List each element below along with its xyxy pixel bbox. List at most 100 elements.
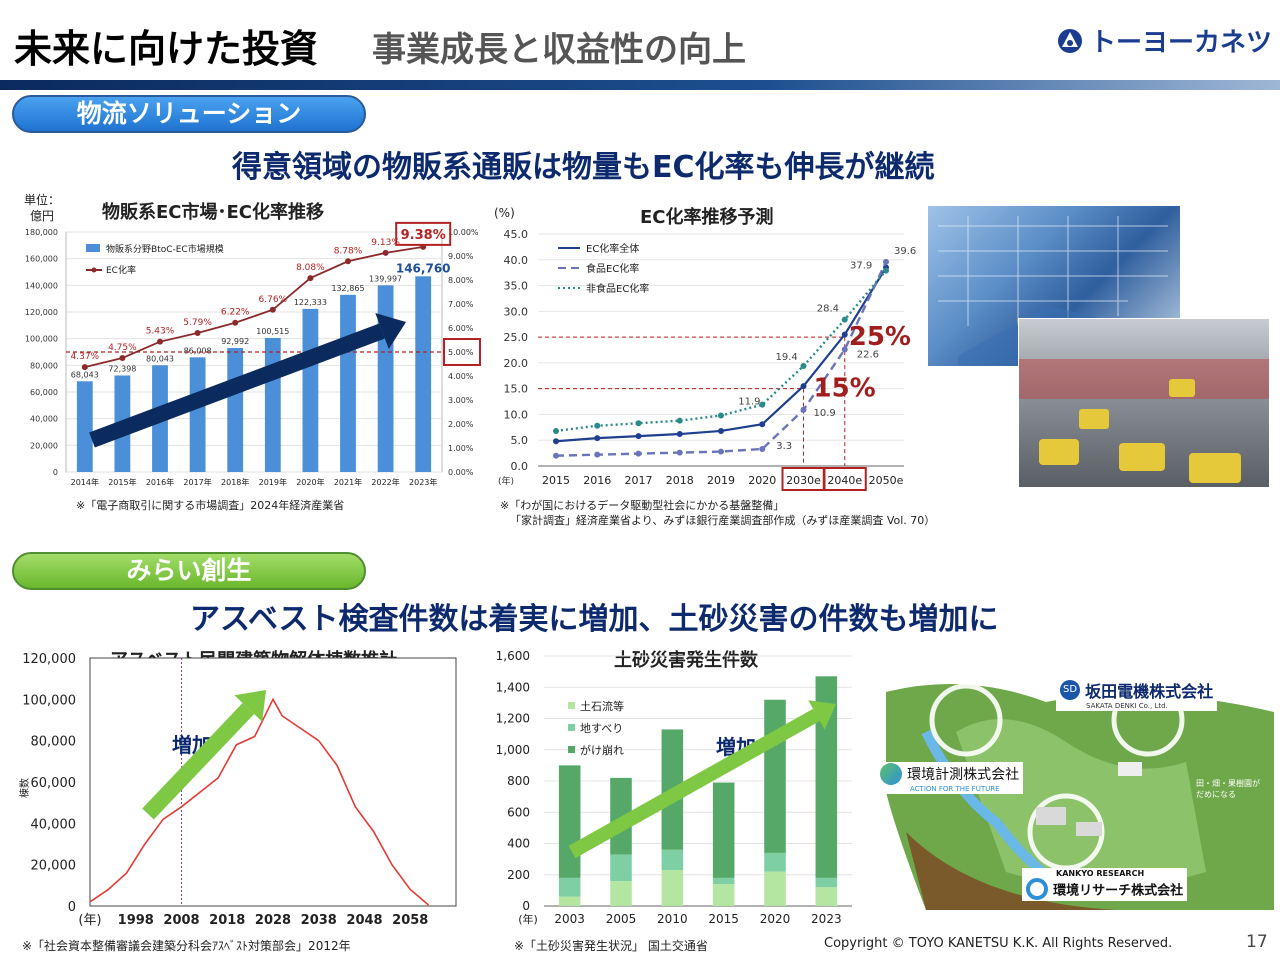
chart2-point-total bbox=[841, 331, 848, 338]
chart1-rate-point bbox=[345, 258, 351, 265]
chart2-point-nonfood bbox=[594, 422, 601, 429]
chart2-y-tick: 0.0 bbox=[511, 460, 529, 473]
chart2-point-nonfood bbox=[635, 420, 642, 427]
chart1-legend-bar: 物販系分野BtoC-EC市場規模 bbox=[106, 243, 224, 255]
chart1-rate-line bbox=[84, 245, 424, 368]
agv-warehouse-photo bbox=[1018, 318, 1270, 488]
chart4-x-tick: 2005 bbox=[606, 912, 637, 926]
chart3-x-tick: 2038 bbox=[301, 913, 337, 928]
chart1-y2-tick: 3.00% bbox=[448, 396, 474, 405]
chart2-point-label: 3.3 bbox=[776, 441, 792, 452]
chart1-rate-label: 9.38% bbox=[401, 228, 446, 243]
chart1-y2-tick: 0.00% bbox=[448, 468, 474, 477]
chart1-y2-tick: 10.00% bbox=[448, 228, 479, 237]
kankyo-research-logo-icon bbox=[1026, 878, 1048, 900]
chart2-y-tick: 10.0 bbox=[504, 408, 529, 421]
chart2-point-food bbox=[635, 450, 642, 457]
chart2-point-total bbox=[718, 427, 724, 434]
chart1-rate-label: 8.08% bbox=[296, 263, 325, 273]
section2-headline: アスベスト検査件数は着実に増加、土砂災害の件数も増加に bbox=[190, 602, 999, 637]
chart1-y2-tick: 2.00% bbox=[448, 420, 474, 429]
chart1-value-label: 68,043 bbox=[71, 370, 99, 379]
chart4-source: ※「土砂災害発生状況」 国土交通省 bbox=[514, 939, 708, 953]
chart3-y-tick: 100,000 bbox=[22, 693, 76, 708]
chart2-x-tick: 2040e bbox=[827, 474, 862, 487]
chart4-y-tick: 1,000 bbox=[496, 743, 530, 757]
copyright: Copyright © TOYO KANETSU K.K. All Rights… bbox=[824, 936, 1173, 951]
chart2-point-total bbox=[676, 431, 683, 438]
chart4-x-tick: 2020 bbox=[760, 912, 791, 926]
chart3-x-tick: 1998 bbox=[118, 913, 154, 928]
chart2-y-tick: 45.0 bbox=[504, 228, 529, 241]
chart3-x-tick: 2008 bbox=[163, 913, 199, 928]
chart4-x-tick: 2010 bbox=[657, 912, 688, 926]
chart1-unit-label: 単位：億円 bbox=[23, 193, 60, 223]
chart2-point-label: 11.9 bbox=[738, 397, 760, 408]
chart1-growth-arrow-shaft bbox=[89, 323, 385, 448]
chart4-y-tick: 600 bbox=[507, 805, 530, 819]
chart2-x-tick: 2017 bbox=[625, 474, 653, 487]
chart2-y-tick: 25.0 bbox=[504, 331, 529, 344]
section-pill-mirai: みらい創生 bbox=[12, 552, 366, 590]
chart3-y-tick: 0 bbox=[68, 900, 76, 915]
chart1-rate-point bbox=[269, 306, 276, 313]
chart4-bar-segment bbox=[764, 871, 786, 906]
chart1-value-label: 122,333 bbox=[294, 298, 327, 307]
chart2-y-tick: 20.0 bbox=[504, 357, 529, 370]
chart1-value-label: 72,398 bbox=[108, 364, 136, 373]
chart1-x-tick: 2016年 bbox=[146, 477, 174, 487]
chart3-y-tick: 60,000 bbox=[31, 776, 77, 791]
chart2-x-tick: 2019 bbox=[707, 474, 735, 487]
chart1-rate-label: 6.76% bbox=[259, 295, 288, 305]
chart2-y-tick: 15.0 bbox=[504, 383, 529, 396]
chart3-y-tick: 20,000 bbox=[31, 859, 77, 874]
chart2-x-tick: 2015 bbox=[542, 474, 570, 487]
sakata-logo-icon: SD bbox=[1060, 680, 1080, 700]
chart4-bar-segment bbox=[661, 849, 684, 871]
asbestos-demolition-chart: 0 20,000 40,000 60,000 80,000 100,000 120,000 棟… bbox=[18, 652, 457, 928]
page-number: 17 bbox=[1246, 932, 1268, 952]
section-pill-logistics: 物流ソリューション bbox=[12, 95, 366, 133]
chart1-legend-swatch-dot bbox=[91, 267, 97, 273]
chart4-y-tick: 800 bbox=[507, 774, 530, 788]
chart4-bar-segment bbox=[610, 881, 632, 906]
chart2-point-food bbox=[676, 449, 683, 456]
chart2-point-nonfood bbox=[553, 427, 559, 434]
chart1-legend-line: EC化率 bbox=[106, 264, 136, 276]
chart3-x-tick: 2058 bbox=[392, 913, 428, 928]
chart4-bar-segment bbox=[712, 782, 735, 878]
chart4-x-tick: 2015 bbox=[708, 912, 739, 926]
chart2-source-line2: 「家計調査」経済産業省より、みずほ銀行産業調査部作成（みずほ産業調査 Vol. … bbox=[510, 514, 936, 527]
chart2-line-food bbox=[555, 261, 888, 457]
chart1-value-label: 139,997 bbox=[369, 274, 402, 283]
chart2-point-food bbox=[594, 451, 601, 458]
chart2-x-tick: 2020 bbox=[748, 474, 776, 487]
chart1-y2-tick: 4.00% bbox=[448, 372, 474, 381]
chart4-bar-segment bbox=[764, 852, 786, 872]
chart1-rate-point bbox=[157, 338, 163, 345]
chart1-bar bbox=[189, 357, 206, 472]
ec-market-chart: 0 20,000 40,000 60,000 80,000 100,000 120,000 1… bbox=[25, 221, 481, 487]
chart1-y-tick: 80,000 bbox=[30, 361, 58, 370]
chart1-value-label: 146,760 bbox=[396, 261, 451, 275]
chart3-y-tick: 80,000 bbox=[31, 735, 77, 750]
chart1-bar bbox=[227, 348, 244, 472]
chart1-bar bbox=[415, 276, 432, 472]
chart4-increase-arrow-shaft bbox=[568, 708, 820, 859]
chart3-year-label: (年) bbox=[78, 913, 101, 928]
chart1-y-tick: 180,000 bbox=[25, 228, 58, 237]
chart4-bar-segment bbox=[558, 877, 581, 897]
chart2-unit-label: (%) bbox=[494, 206, 515, 220]
chart4-legend-label: 地すべり bbox=[580, 722, 623, 735]
page-subtitle: 事業成長と収益性の向上 bbox=[372, 30, 746, 70]
chart1-value-label: 132,865 bbox=[331, 284, 364, 293]
chart2-point-food bbox=[759, 445, 766, 452]
chart2-y-tick: 30.0 bbox=[504, 305, 529, 318]
chart4-x-tick: 2003 bbox=[554, 912, 585, 926]
chart1-value-label: 92,992 bbox=[221, 337, 249, 346]
chart2-point-label: 28.4 bbox=[817, 304, 839, 315]
chart2-legend-total: EC化率全体 bbox=[586, 242, 639, 255]
chart1-x-tick: 2021年 bbox=[334, 477, 362, 487]
chart2-point-nonfood bbox=[676, 417, 683, 424]
logo-text: トーヨーカネツ bbox=[1089, 28, 1272, 58]
